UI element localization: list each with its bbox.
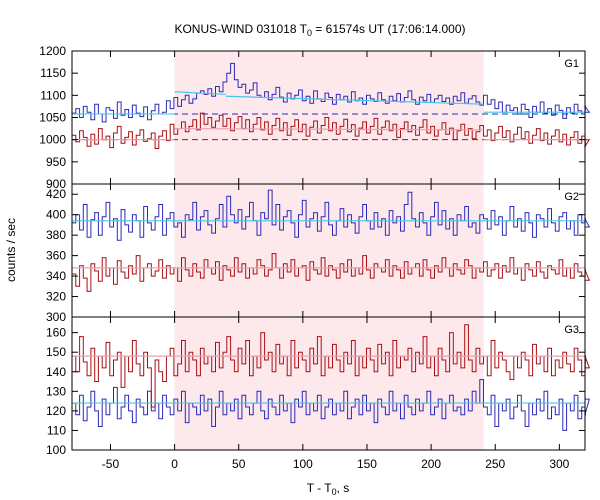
y-tick-label: 340 xyxy=(46,269,66,283)
fit-line xyxy=(225,95,484,105)
y-tick-label: 1100 xyxy=(40,88,66,102)
y-tick-label: 140 xyxy=(46,365,66,379)
y-tick-label: 400 xyxy=(46,208,66,222)
fit-line xyxy=(174,127,484,131)
panel-label: G1 xyxy=(564,58,579,70)
count-rate-series-blue xyxy=(72,379,590,431)
x-axis-label: T - T0, s xyxy=(307,481,350,497)
count-rate-series-blue xyxy=(72,189,591,241)
y-tick-label: 160 xyxy=(46,326,66,340)
panel-label: G2 xyxy=(564,191,579,203)
count-rate-series-red xyxy=(72,112,591,149)
x-tick-label: 150 xyxy=(357,457,377,471)
panel-frame xyxy=(71,316,586,451)
y-tick-label: 150 xyxy=(46,345,66,359)
chart-title: KONUS-WIND 031018 T0 = 61574s UT (17:06:… xyxy=(174,22,465,38)
x-tick-label: 50 xyxy=(232,457,246,471)
y-tick-label: 120 xyxy=(46,404,66,418)
x-tick-label: 250 xyxy=(485,457,505,471)
panel-g1: 900 950 1000 1050 1100 1150 1200 G1 xyxy=(39,44,591,191)
x-tick-labels: -50 0 50 100 150 200 250 300 xyxy=(102,457,570,471)
x-tick-label: -50 xyxy=(102,457,120,471)
y-tick-label: 300 xyxy=(46,310,66,324)
y-tick-label: 110 xyxy=(47,423,66,437)
y-tick-label: 360 xyxy=(46,249,66,263)
x-tick-label: 0 xyxy=(171,457,178,471)
y-tick-label: 320 xyxy=(46,290,66,304)
panels-group: 900 950 1000 1050 1100 1150 1200 G1 300 320 340 360… xyxy=(39,44,591,457)
x-tick-label: 100 xyxy=(293,457,313,471)
panel-g3: 100 110 120 130 140 150 160 G3 xyxy=(46,316,591,457)
y-tick-label: 950 xyxy=(46,155,66,169)
y-tick-label: 130 xyxy=(46,384,66,398)
count-rate-series-blue xyxy=(72,62,591,123)
burst-interval-shade xyxy=(174,317,484,450)
y-tick-label: 380 xyxy=(46,228,66,242)
y-tick-label: 900 xyxy=(46,177,66,191)
x-tick-label: 300 xyxy=(549,457,569,471)
y-tick-label: 420 xyxy=(46,187,66,201)
y-tick-label: 1000 xyxy=(39,133,66,147)
y-tick-label: 1050 xyxy=(39,111,66,125)
fit-line xyxy=(174,91,226,96)
y-tick-label: 100 xyxy=(46,443,66,457)
y-axis-label: counts / sec xyxy=(4,218,18,282)
y-tick-label: 1150 xyxy=(40,66,66,80)
x-tick-label: 200 xyxy=(421,457,441,471)
panel-g2: 300 320 340 360 380 400 420 G2 xyxy=(46,183,591,324)
panel-label: G3 xyxy=(564,324,579,336)
y-tick-label: 1200 xyxy=(39,44,66,58)
